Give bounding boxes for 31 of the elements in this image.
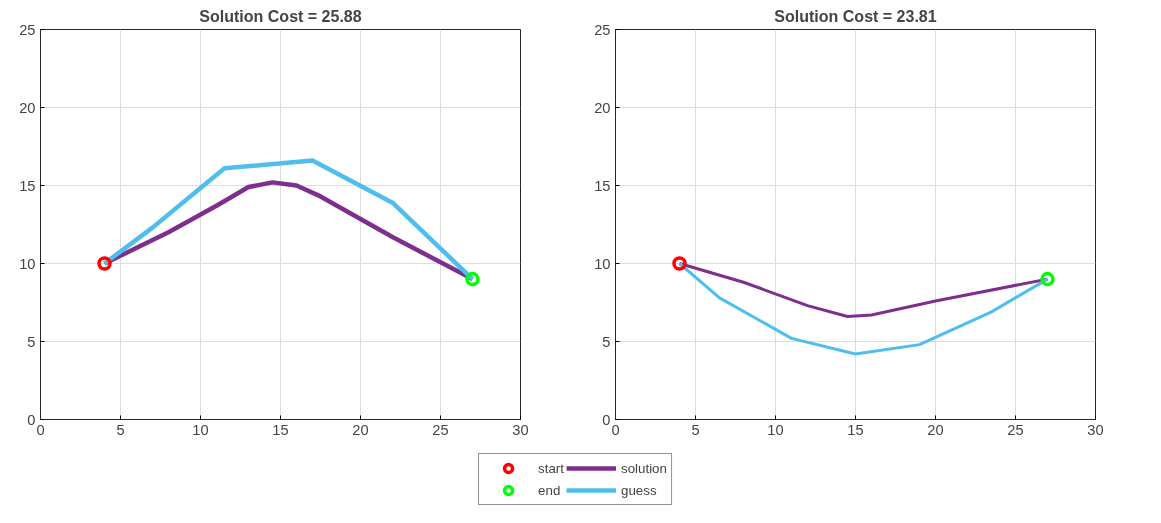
x-tick-label: 25 — [1007, 421, 1024, 438]
legend-label: start — [538, 460, 564, 476]
x-tick-label: 25 — [432, 421, 449, 438]
x-tick-label: 20 — [927, 421, 944, 438]
y-tick-label: 10 — [19, 255, 36, 272]
legend-label: guess — [620, 482, 657, 498]
x-tick-label: 15 — [847, 421, 864, 438]
x-tick-label: 5 — [691, 421, 700, 438]
x-tick-label: 30 — [512, 421, 529, 438]
y-tick-label: 15 — [594, 177, 611, 194]
x-tick-label: 10 — [767, 421, 784, 438]
legend-label: solution — [620, 460, 667, 476]
line-series — [102, 158, 475, 282]
line-series — [102, 180, 475, 282]
chart-title: Solution Cost = 25.88 — [199, 7, 362, 25]
y-tick-label: 5 — [27, 333, 36, 350]
line-series — [678, 262, 1049, 356]
legend-label: end — [538, 482, 561, 498]
y-tick-label: 20 — [594, 99, 611, 116]
y-tick-label: 20 — [19, 99, 36, 116]
x-tick-label: 30 — [1087, 421, 1104, 438]
chart-title: Solution Cost = 23.81 — [774, 7, 937, 25]
y-tick-label: 25 — [594, 21, 611, 38]
x-tick-label: 15 — [272, 421, 289, 438]
y-tick-label: 10 — [594, 255, 611, 272]
x-tick-label: 20 — [352, 421, 369, 438]
x-tick-label: 10 — [192, 421, 209, 438]
y-tick-label: 25 — [19, 21, 36, 38]
y-tick-label: 15 — [19, 177, 36, 194]
x-tick-label: 5 — [116, 421, 125, 438]
y-tick-label: 5 — [602, 333, 611, 350]
